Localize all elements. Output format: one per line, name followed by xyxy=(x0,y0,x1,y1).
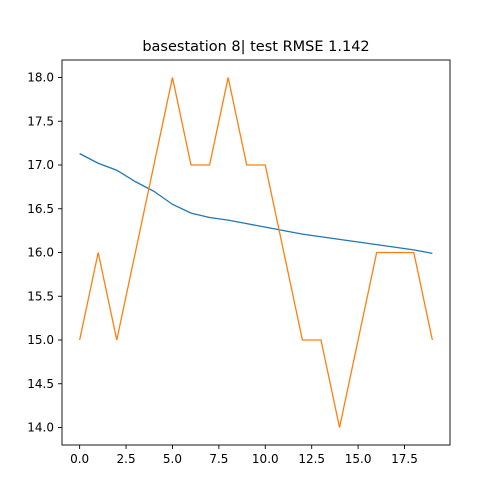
y-tick-label: 16.5 xyxy=(27,202,54,216)
y-tick-label: 18.0 xyxy=(27,71,54,85)
x-tick-label: 15.0 xyxy=(345,452,372,466)
x-axis: 0.0 2.5 5.0 7.5 10.0 12.5 15.0 17.5 xyxy=(70,445,418,466)
x-tick-label: 10.0 xyxy=(252,452,279,466)
y-tick-label: 16.0 xyxy=(27,246,54,260)
y-tick-label: 14.5 xyxy=(27,377,54,391)
x-tick-label: 0.0 xyxy=(70,452,89,466)
x-tick-label: 7.5 xyxy=(209,452,228,466)
y-axis: 14.0 14.5 15.0 15.5 16.0 16.5 17.0 17.5 18.0 xyxy=(27,71,62,435)
y-tick-label: 15.5 xyxy=(27,289,54,303)
series-line-2 xyxy=(79,77,433,428)
y-tick-label: 17.0 xyxy=(27,158,54,172)
series-line-1 xyxy=(79,153,433,255)
y-tick-label: 14.0 xyxy=(27,421,54,435)
x-tick-label: 17.5 xyxy=(391,452,418,466)
x-tick-label: 2.5 xyxy=(117,452,136,466)
x-tick-label: 12.5 xyxy=(298,452,325,466)
chart-title: basestation 8| test RMSE 1.142 xyxy=(142,39,369,55)
x-tick-label: 5.0 xyxy=(163,452,182,466)
y-tick-label: 15.0 xyxy=(27,333,54,347)
y-tick-label: 17.5 xyxy=(27,114,54,128)
